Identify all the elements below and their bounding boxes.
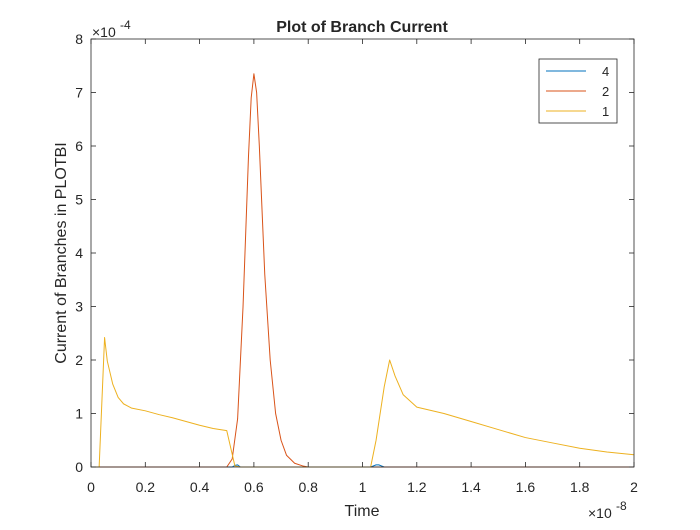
x-exponent-base: ×10 bbox=[588, 505, 612, 521]
y-tick-label: 6 bbox=[75, 138, 83, 154]
x-tick-label: 1.4 bbox=[461, 479, 481, 495]
series-line-2 bbox=[91, 73, 634, 468]
x-tick-label: 1.2 bbox=[407, 479, 427, 495]
y-tick-label: 5 bbox=[75, 192, 83, 208]
y-tick-label: 8 bbox=[75, 31, 83, 47]
x-tick-label: 1.8 bbox=[570, 479, 590, 495]
x-tick-label: 2 bbox=[630, 479, 638, 495]
y-tick-label: 4 bbox=[75, 245, 83, 261]
y-tick-label: 7 bbox=[75, 85, 83, 101]
legend-label-4: 4 bbox=[602, 64, 609, 79]
y-tick-label: 0 bbox=[75, 459, 83, 475]
x-tick-label: 0.4 bbox=[190, 479, 210, 495]
x-exponent-power: -8 bbox=[616, 499, 627, 513]
x-exponent-label: ×10 -8 bbox=[588, 499, 627, 521]
x-axis: 0 0.2 0.4 0.6 0.8 1 1.2 1.4 1.6 1.8 2 bbox=[87, 39, 638, 495]
y-tick-label: 2 bbox=[75, 352, 83, 368]
x-tick-label: 0 bbox=[87, 479, 95, 495]
y-axis-label: Current of Branches in PLOTBI bbox=[53, 142, 70, 363]
legend: 4 2 1 bbox=[538, 58, 618, 124]
y-exponent-base: ×10 bbox=[92, 24, 116, 40]
legend-label-1: 1 bbox=[602, 104, 609, 119]
y-tick-label: 3 bbox=[75, 299, 83, 315]
y-axis: 0 1 2 3 4 5 6 7 8 bbox=[75, 31, 634, 475]
legend-label-2: 2 bbox=[602, 84, 609, 99]
x-tick-label: 0.8 bbox=[298, 479, 318, 495]
y-tick-label: 1 bbox=[75, 406, 83, 422]
x-tick-label: 0.2 bbox=[136, 479, 156, 495]
x-tick-label: 0.6 bbox=[244, 479, 264, 495]
x-axis-label: Time bbox=[345, 503, 380, 520]
y-exponent-label: ×10 -4 bbox=[92, 18, 131, 40]
chart-title: Plot of Branch Current bbox=[276, 19, 448, 36]
y-exponent-power: -4 bbox=[120, 18, 131, 32]
x-tick-label: 1 bbox=[359, 479, 367, 495]
x-tick-label: 1.6 bbox=[516, 479, 536, 495]
